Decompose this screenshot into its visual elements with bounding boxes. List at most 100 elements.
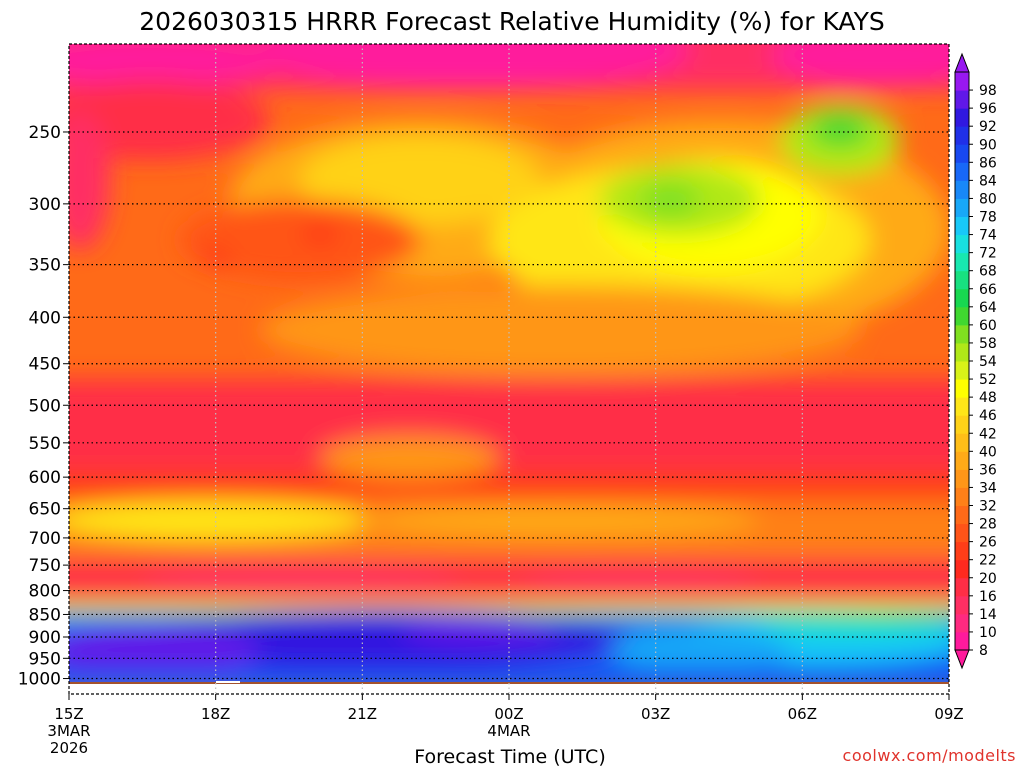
colorbar-label: 90 [979, 137, 997, 153]
colorbar-label: 20 [979, 571, 997, 587]
x-tick-label: 06Z [788, 705, 817, 723]
y-tick-label: 650 [29, 500, 61, 520]
colorbar-swatch [955, 108, 969, 127]
y-tick-label: 850 [29, 605, 61, 625]
colorbar-swatch [955, 451, 969, 470]
x-tick-year: 2026 [50, 739, 88, 757]
colorbar-swatch [955, 126, 969, 145]
colorbar-label: 78 [979, 210, 997, 226]
colorbar-label: 68 [979, 264, 997, 280]
colorbar: 8 10 14 16 20 22 26 28 32 34 36 40 42 46 48 52 54 58 60 64 6… [954, 52, 997, 670]
colorbar-swatch [955, 613, 969, 633]
y-tick-label: 600 [29, 468, 61, 488]
colorbar-swatch [955, 198, 969, 217]
colorbar-label: 96 [979, 101, 997, 117]
x-tick-date: 4MAR [487, 722, 530, 740]
y-tick-label: 800 [29, 582, 61, 602]
y-tick-label: 700 [29, 529, 61, 549]
colorbar-swatch [955, 162, 969, 181]
colorbar-label: 22 [979, 553, 997, 569]
colorbar-swatch [955, 180, 969, 199]
colorbar-swatch [955, 541, 969, 561]
credit-text: coolwx.com/modelts [843, 746, 1016, 765]
colorbar-label: 72 [979, 246, 997, 262]
chart-title: 2026030315 HRRR Forecast Relative Humidi… [139, 7, 884, 36]
colorbar-swatch [955, 361, 969, 380]
colorbar-swatch [955, 631, 969, 651]
colorbar-label: 42 [979, 426, 997, 442]
colorbar-label: 80 [979, 191, 997, 207]
y-tick-label: 300 [29, 195, 61, 215]
colorbar-label: 98 [979, 83, 997, 99]
y-tick-label: 1000 [18, 670, 61, 690]
y-tick-label: 250 [29, 123, 61, 143]
x-tick-label: 18Z [201, 705, 230, 723]
y-tick-label: 350 [29, 256, 61, 276]
colorbar-swatch [955, 415, 969, 434]
x-tick-label: 15Z [54, 705, 83, 723]
grid-lines [69, 44, 949, 694]
colorbar-swatch [955, 379, 969, 398]
y-tick-label: 500 [29, 396, 61, 416]
colorbar-bottom-arrow [954, 649, 970, 670]
colorbar-swatch [955, 397, 969, 416]
colorbar-swatch [955, 144, 969, 163]
colorbar-top-arrow [954, 52, 970, 73]
colorbar-label: 8 [979, 643, 988, 659]
colorbar-label: 36 [979, 462, 997, 478]
colorbar-swatch [955, 234, 969, 254]
x-axis-label: Forecast Time (UTC) [414, 746, 605, 768]
x-tick-date: 3MAR [47, 722, 90, 740]
x-tick-label: 00Z [494, 705, 523, 723]
colorbar-label: 48 [979, 390, 997, 406]
colorbar-swatch [955, 270, 969, 290]
y-tick-label: 450 [29, 355, 61, 375]
humidity-field [69, 44, 949, 684]
colorbar-label: 28 [979, 517, 997, 533]
y-tick-label: 400 [29, 308, 61, 328]
colorbar-swatch [955, 288, 969, 308]
colorbar-swatch [955, 306, 969, 326]
colorbar-label: 66 [979, 282, 997, 298]
colorbar-label: 14 [979, 607, 997, 623]
y-tick-label: 900 [29, 628, 61, 648]
colorbar-swatch [955, 90, 969, 109]
colorbar-swatch [955, 559, 969, 579]
colorbar-label: 34 [979, 480, 997, 496]
colorbar-swatch [955, 216, 969, 236]
colorbar-label: 54 [979, 354, 997, 370]
colorbar-label: 74 [979, 228, 997, 244]
y-axis: 250 300 350 400 450 500 550 600 650 700 750 800 850 9… [18, 123, 69, 690]
colorbar-swatch [955, 469, 969, 488]
colorbar-swatch [955, 595, 969, 615]
colorbar-swatch [955, 433, 969, 452]
colorbar-swatch [955, 342, 969, 362]
colorbar-swatch [955, 252, 969, 272]
colorbar-label: 46 [979, 408, 997, 424]
colorbar-label: 64 [979, 300, 997, 316]
colorbar-label: 40 [979, 444, 997, 460]
x-tick-label: 09Z [934, 705, 963, 723]
y-tick-label: 750 [29, 556, 61, 576]
colorbar-swatch [955, 505, 969, 525]
colorbar-label: 52 [979, 372, 997, 388]
colorbar-label: 26 [979, 535, 997, 551]
colorbar-swatch [955, 577, 969, 597]
colorbar-swatch [955, 324, 969, 344]
colorbar-label: 16 [979, 589, 997, 605]
colorbar-label: 32 [979, 499, 997, 515]
colorbar-label: 58 [979, 336, 997, 352]
colorbar-label: 84 [979, 173, 997, 189]
colorbar-label: 86 [979, 155, 997, 171]
colorbar-swatch [955, 523, 969, 543]
colorbar-label: 92 [979, 119, 997, 135]
colorbar-swatch [955, 487, 969, 506]
colorbar-swatch [955, 72, 969, 91]
x-tick-label: 21Z [348, 705, 377, 723]
x-tick-label: 03Z [641, 705, 670, 723]
y-tick-label: 950 [29, 649, 61, 669]
y-tick-label: 550 [29, 434, 61, 454]
colorbar-label: 60 [979, 318, 997, 334]
